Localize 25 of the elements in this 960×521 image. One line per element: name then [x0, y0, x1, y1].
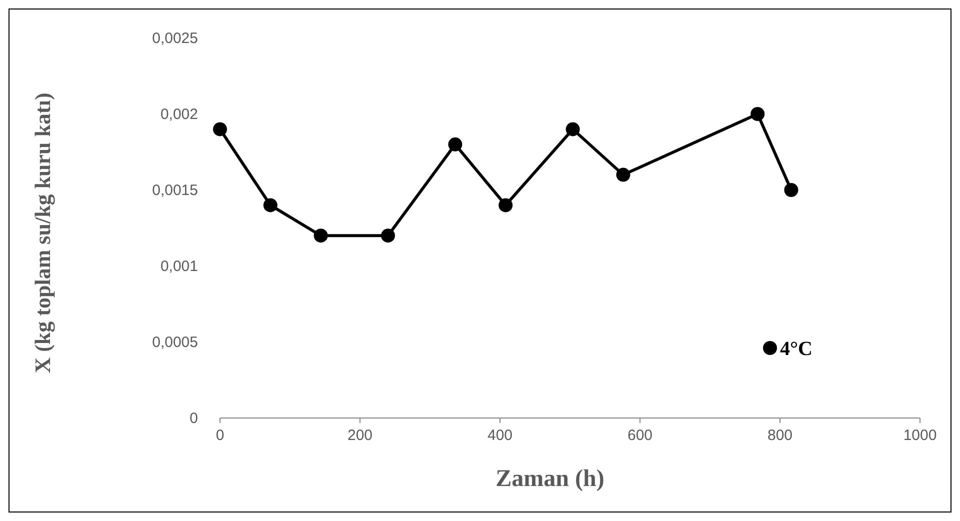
- point: [498, 198, 513, 212]
- point: [314, 228, 328, 243]
- legend-label: 4°C: [780, 338, 812, 360]
- point: [750, 107, 765, 121]
- x-tick-label: 600: [627, 427, 653, 444]
- point: [448, 137, 462, 152]
- point: [784, 183, 798, 197]
- y-tick-label: 0,0005: [152, 334, 198, 351]
- point: [263, 198, 278, 212]
- x-tick-label: 400: [487, 427, 513, 444]
- point: [213, 122, 227, 136]
- y-axis-title: X (kg toplam su/kg kuru katı): [30, 92, 55, 374]
- x-tick-label: 0: [216, 427, 224, 444]
- y-tick-label: 0,0015: [152, 182, 198, 199]
- x-axis-title: Zaman (h): [496, 466, 604, 492]
- x-tick-label: 1000: [903, 427, 937, 444]
- y-tick-label: 0,0025: [152, 30, 198, 47]
- x-tick-label: 200: [347, 427, 373, 444]
- y-tick-label: 0,001: [160, 258, 198, 275]
- x-tick-label: 800: [767, 427, 793, 444]
- point: [381, 228, 395, 243]
- y-tick-label: 0,002: [160, 106, 198, 123]
- y-tick-label: 0: [190, 410, 198, 427]
- point: [616, 168, 630, 182]
- point: [566, 122, 580, 136]
